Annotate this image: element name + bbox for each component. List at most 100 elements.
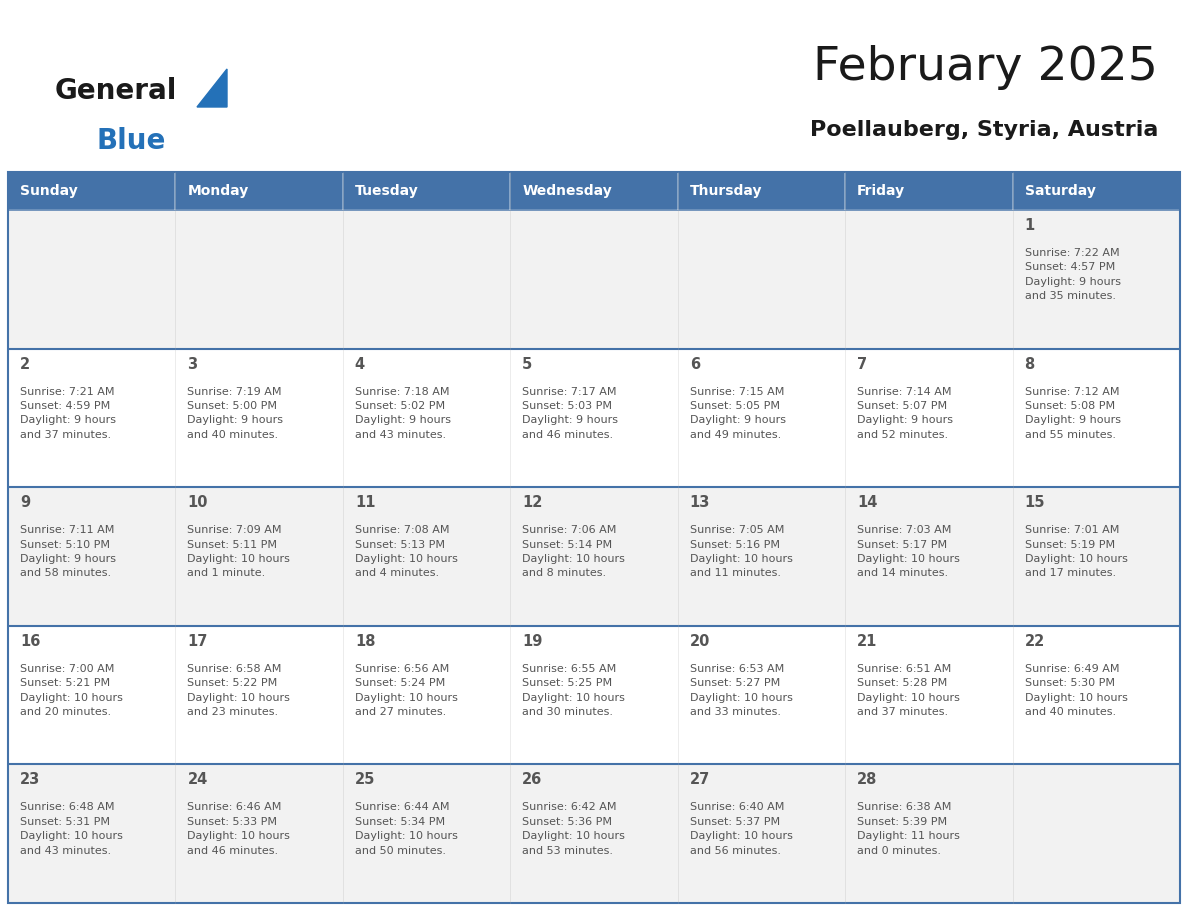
Text: Friday: Friday	[858, 184, 905, 198]
Bar	[511, 172, 677, 210]
Text: Sunrise: 7:17 AM
Sunset: 5:03 PM
Daylight: 9 hours
and 46 minutes.: Sunrise: 7:17 AM Sunset: 5:03 PM Dayligh…	[523, 386, 618, 440]
Text: Sunrise: 7:11 AM
Sunset: 5:10 PM
Daylight: 9 hours
and 58 minutes.: Sunrise: 7:11 AM Sunset: 5:10 PM Dayligh…	[20, 525, 116, 578]
Text: Sunrise: 7:09 AM
Sunset: 5:11 PM
Daylight: 10 hours
and 1 minute.: Sunrise: 7:09 AM Sunset: 5:11 PM Dayligh…	[188, 525, 290, 578]
Text: Sunrise: 7:12 AM
Sunset: 5:08 PM
Daylight: 9 hours
and 55 minutes.: Sunrise: 7:12 AM Sunset: 5:08 PM Dayligh…	[1024, 386, 1120, 440]
Text: Sunrise: 6:53 AM
Sunset: 5:27 PM
Daylight: 10 hours
and 33 minutes.: Sunrise: 6:53 AM Sunset: 5:27 PM Dayligh…	[690, 664, 792, 717]
Bar	[343, 349, 511, 487]
Bar	[8, 487, 176, 626]
Bar	[8, 626, 176, 765]
Text: 20: 20	[690, 633, 710, 649]
Bar	[176, 172, 343, 210]
Text: 17: 17	[188, 633, 208, 649]
Text: Sunrise: 6:51 AM
Sunset: 5:28 PM
Daylight: 10 hours
and 37 minutes.: Sunrise: 6:51 AM Sunset: 5:28 PM Dayligh…	[858, 664, 960, 717]
Bar	[845, 349, 1012, 487]
Text: 1: 1	[1024, 218, 1035, 233]
Text: Sunrise: 6:38 AM
Sunset: 5:39 PM
Daylight: 11 hours
and 0 minutes.: Sunrise: 6:38 AM Sunset: 5:39 PM Dayligh…	[858, 802, 960, 856]
Bar	[677, 172, 845, 210]
Text: Sunrise: 7:14 AM
Sunset: 5:07 PM
Daylight: 9 hours
and 52 minutes.: Sunrise: 7:14 AM Sunset: 5:07 PM Dayligh…	[858, 386, 953, 440]
Text: 2: 2	[20, 356, 30, 372]
Text: Sunrise: 7:01 AM
Sunset: 5:19 PM
Daylight: 10 hours
and 17 minutes.: Sunrise: 7:01 AM Sunset: 5:19 PM Dayligh…	[1024, 525, 1127, 578]
Text: Sunrise: 7:22 AM
Sunset: 4:57 PM
Daylight: 9 hours
and 35 minutes.: Sunrise: 7:22 AM Sunset: 4:57 PM Dayligh…	[1024, 248, 1120, 301]
Bar	[1012, 765, 1180, 903]
Text: Sunrise: 7:08 AM
Sunset: 5:13 PM
Daylight: 10 hours
and 4 minutes.: Sunrise: 7:08 AM Sunset: 5:13 PM Dayligh…	[355, 525, 457, 578]
Text: 11: 11	[355, 495, 375, 510]
Text: 25: 25	[355, 772, 375, 788]
Bar	[8, 172, 1180, 175]
Text: Sunrise: 6:58 AM
Sunset: 5:22 PM
Daylight: 10 hours
and 23 minutes.: Sunrise: 6:58 AM Sunset: 5:22 PM Dayligh…	[188, 664, 290, 717]
Text: 19: 19	[523, 633, 543, 649]
Text: 7: 7	[858, 356, 867, 372]
Bar	[1012, 349, 1180, 487]
Text: Sunrise: 6:42 AM
Sunset: 5:36 PM
Daylight: 10 hours
and 53 minutes.: Sunrise: 6:42 AM Sunset: 5:36 PM Dayligh…	[523, 802, 625, 856]
Text: Sunrise: 7:05 AM
Sunset: 5:16 PM
Daylight: 10 hours
and 11 minutes.: Sunrise: 7:05 AM Sunset: 5:16 PM Dayligh…	[690, 525, 792, 578]
Text: Monday: Monday	[188, 184, 248, 198]
Bar	[343, 626, 511, 765]
Text: 5: 5	[523, 356, 532, 372]
Text: 16: 16	[20, 633, 40, 649]
Bar	[845, 487, 1012, 626]
Bar	[343, 210, 511, 349]
Text: 10: 10	[188, 495, 208, 510]
Text: 6: 6	[690, 356, 700, 372]
Text: 27: 27	[690, 772, 710, 788]
Text: General: General	[55, 77, 177, 105]
Text: Saturday: Saturday	[1024, 184, 1095, 198]
Bar	[176, 487, 343, 626]
Bar	[8, 349, 176, 487]
Bar	[176, 626, 343, 765]
Text: 8: 8	[1024, 356, 1035, 372]
Text: Sunrise: 6:44 AM
Sunset: 5:34 PM
Daylight: 10 hours
and 50 minutes.: Sunrise: 6:44 AM Sunset: 5:34 PM Dayligh…	[355, 802, 457, 856]
Bar	[511, 349, 677, 487]
Text: 21: 21	[858, 633, 878, 649]
Text: Sunrise: 7:03 AM
Sunset: 5:17 PM
Daylight: 10 hours
and 14 minutes.: Sunrise: 7:03 AM Sunset: 5:17 PM Dayligh…	[858, 525, 960, 578]
Text: 9: 9	[20, 495, 30, 510]
Text: Sunrise: 6:55 AM
Sunset: 5:25 PM
Daylight: 10 hours
and 30 minutes.: Sunrise: 6:55 AM Sunset: 5:25 PM Dayligh…	[523, 664, 625, 717]
Bar	[511, 210, 677, 349]
Text: Sunrise: 6:48 AM
Sunset: 5:31 PM
Daylight: 10 hours
and 43 minutes.: Sunrise: 6:48 AM Sunset: 5:31 PM Dayligh…	[20, 802, 122, 856]
Text: Poellauberg, Styria, Austria: Poellauberg, Styria, Austria	[810, 120, 1158, 140]
Text: 18: 18	[355, 633, 375, 649]
Text: Sunrise: 7:00 AM
Sunset: 5:21 PM
Daylight: 10 hours
and 20 minutes.: Sunrise: 7:00 AM Sunset: 5:21 PM Dayligh…	[20, 664, 122, 717]
Bar	[343, 765, 511, 903]
Text: Sunrise: 7:19 AM
Sunset: 5:00 PM
Daylight: 9 hours
and 40 minutes.: Sunrise: 7:19 AM Sunset: 5:00 PM Dayligh…	[188, 386, 284, 440]
Bar	[1012, 172, 1180, 210]
Text: 24: 24	[188, 772, 208, 788]
Text: Thursday: Thursday	[690, 184, 763, 198]
Text: Wednesday: Wednesday	[523, 184, 612, 198]
Text: Sunrise: 6:56 AM
Sunset: 5:24 PM
Daylight: 10 hours
and 27 minutes.: Sunrise: 6:56 AM Sunset: 5:24 PM Dayligh…	[355, 664, 457, 717]
Bar	[8, 172, 1180, 903]
Bar	[1012, 626, 1180, 765]
Text: 26: 26	[523, 772, 543, 788]
Text: 23: 23	[20, 772, 40, 788]
Bar	[1012, 487, 1180, 626]
Bar	[8, 765, 176, 903]
Bar	[511, 765, 677, 903]
Text: Sunrise: 7:18 AM
Sunset: 5:02 PM
Daylight: 9 hours
and 43 minutes.: Sunrise: 7:18 AM Sunset: 5:02 PM Dayligh…	[355, 386, 451, 440]
Bar	[511, 487, 677, 626]
Bar	[677, 487, 845, 626]
Text: Sunrise: 6:46 AM
Sunset: 5:33 PM
Daylight: 10 hours
and 46 minutes.: Sunrise: 6:46 AM Sunset: 5:33 PM Dayligh…	[188, 802, 290, 856]
Bar	[343, 487, 511, 626]
Bar	[8, 172, 176, 210]
Text: Tuesday: Tuesday	[355, 184, 418, 198]
Text: Sunday: Sunday	[20, 184, 77, 198]
Bar	[511, 626, 677, 765]
Bar	[176, 765, 343, 903]
Bar	[8, 210, 176, 349]
Bar	[845, 210, 1012, 349]
Text: 3: 3	[188, 356, 197, 372]
Bar	[845, 626, 1012, 765]
Text: 15: 15	[1024, 495, 1045, 510]
Text: Sunrise: 7:06 AM
Sunset: 5:14 PM
Daylight: 10 hours
and 8 minutes.: Sunrise: 7:06 AM Sunset: 5:14 PM Dayligh…	[523, 525, 625, 578]
Bar	[677, 210, 845, 349]
Text: Sunrise: 6:49 AM
Sunset: 5:30 PM
Daylight: 10 hours
and 40 minutes.: Sunrise: 6:49 AM Sunset: 5:30 PM Dayligh…	[1024, 664, 1127, 717]
Text: 14: 14	[858, 495, 878, 510]
Text: Sunrise: 6:40 AM
Sunset: 5:37 PM
Daylight: 10 hours
and 56 minutes.: Sunrise: 6:40 AM Sunset: 5:37 PM Dayligh…	[690, 802, 792, 856]
Text: 28: 28	[858, 772, 878, 788]
Text: February 2025: February 2025	[813, 45, 1158, 90]
Text: Sunrise: 7:21 AM
Sunset: 4:59 PM
Daylight: 9 hours
and 37 minutes.: Sunrise: 7:21 AM Sunset: 4:59 PM Dayligh…	[20, 386, 116, 440]
Text: 13: 13	[690, 495, 710, 510]
Text: 22: 22	[1024, 633, 1044, 649]
Bar	[845, 765, 1012, 903]
Text: Blue: Blue	[97, 127, 166, 155]
